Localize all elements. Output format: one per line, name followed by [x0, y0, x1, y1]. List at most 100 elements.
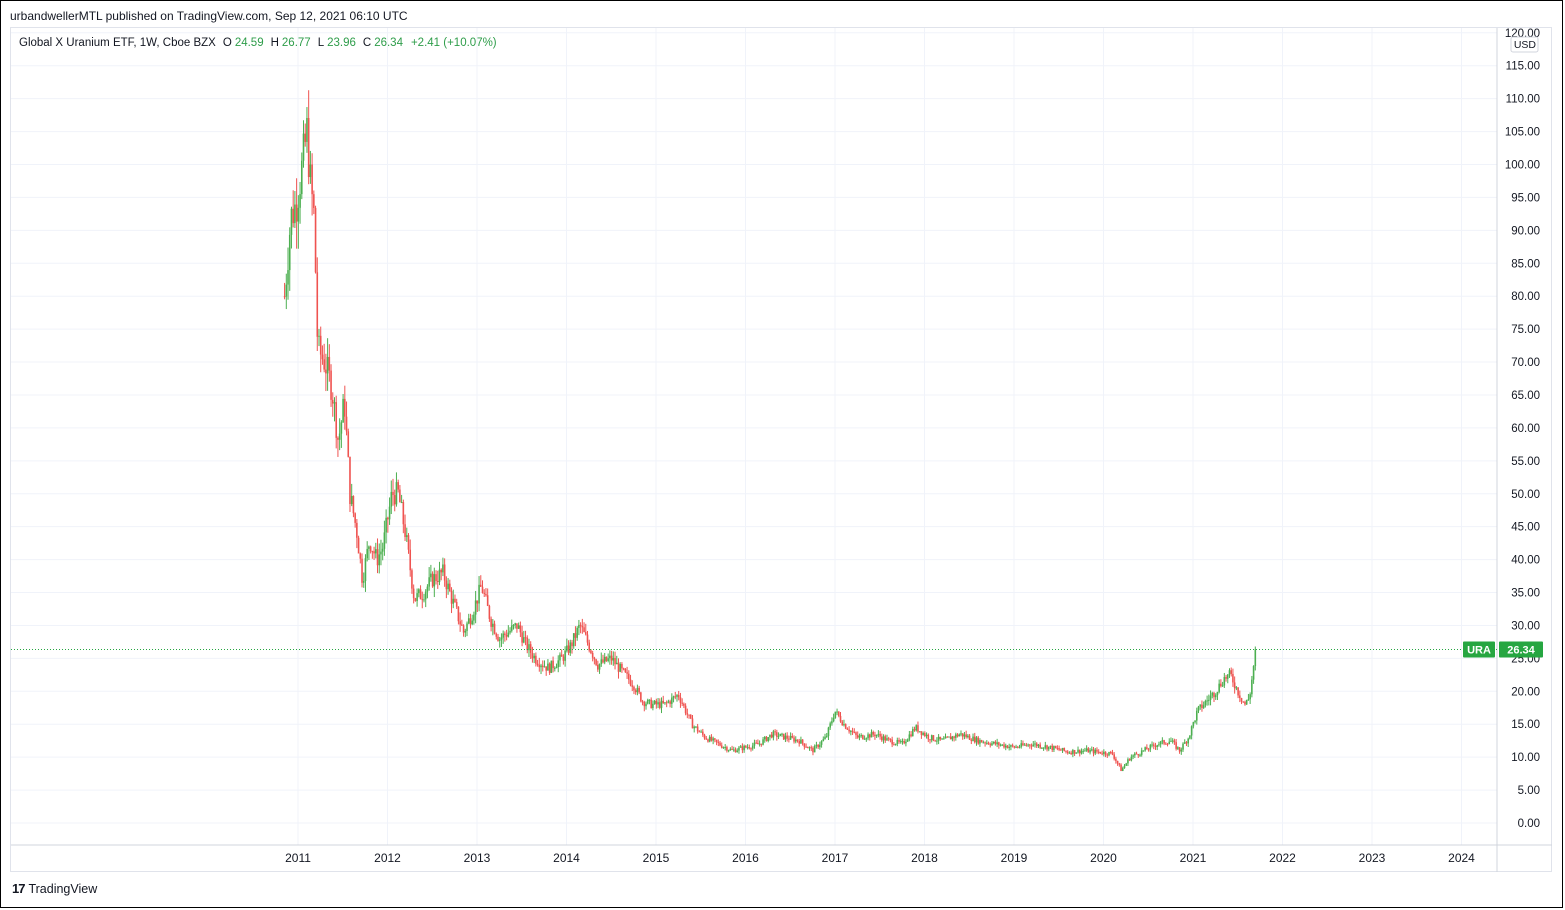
- candle-body: [350, 496, 353, 505]
- candle-body: [533, 655, 535, 659]
- candle-body: [469, 618, 472, 625]
- candle-body: [416, 593, 418, 602]
- candle-body: [631, 685, 634, 687]
- candle-body: [504, 633, 506, 636]
- candle-body: [837, 711, 840, 716]
- candle-body: [707, 739, 709, 742]
- candle-body: [856, 735, 859, 738]
- candle-body: [514, 623, 517, 626]
- candle-body: [789, 736, 792, 740]
- candle-body: [516, 623, 518, 629]
- candle-body: [977, 737, 979, 744]
- candle-body: [1149, 744, 1152, 750]
- candle-body: [505, 635, 508, 637]
- candle-body: [1237, 687, 1239, 696]
- tradingview-footer[interactable]: 17 TradingView: [12, 881, 97, 896]
- candle-body: [490, 618, 492, 627]
- tradingview-brand: TradingView: [28, 881, 98, 896]
- candle-body: [1216, 691, 1219, 696]
- candle-body: [1011, 745, 1014, 747]
- candle-body: [626, 672, 628, 674]
- candle-body: [290, 208, 293, 235]
- candle-body: [1247, 699, 1250, 701]
- candle-body: [473, 614, 475, 621]
- candle-body: [402, 502, 405, 525]
- candle-body: [540, 665, 542, 668]
- x-tick-label: 2012: [374, 851, 401, 865]
- candle-body: [961, 733, 964, 737]
- candle-body: [868, 734, 871, 738]
- candle-body: [975, 737, 978, 743]
- candle-body: [736, 750, 739, 753]
- candle-body: [906, 739, 909, 742]
- candle-body: [1096, 749, 1098, 752]
- candle-body: [1121, 768, 1124, 771]
- candle-body: [461, 624, 463, 626]
- x-tick-label: 2023: [1359, 851, 1386, 865]
- candle-body: [452, 598, 455, 604]
- candle-body: [1039, 744, 1041, 748]
- candle-body: [729, 748, 732, 751]
- candle-body: [963, 734, 966, 737]
- candle-body: [622, 668, 625, 670]
- chart-area[interactable]: [10, 27, 1552, 872]
- candle-body: [1240, 698, 1243, 702]
- symbol-legend: Global X Uranium ETF, 1W, Cboe BZX O 24.5…: [19, 37, 497, 49]
- candle-body: [731, 748, 733, 750]
- candle-body: [1008, 746, 1010, 749]
- candle-body: [629, 679, 632, 686]
- y-tick-label: 35.00: [1511, 588, 1540, 600]
- candle-body: [1158, 744, 1160, 746]
- candle-body: [586, 634, 589, 643]
- candle-body: [813, 745, 816, 753]
- candle-body: [812, 747, 814, 753]
- candle-body: [359, 553, 362, 559]
- candle-body: [853, 732, 856, 734]
- candle-body: [510, 625, 513, 631]
- candle-body: [548, 663, 551, 673]
- candle-body: [576, 627, 578, 638]
- candle-body: [827, 727, 830, 737]
- candle-body: [732, 749, 735, 751]
- candle-body: [344, 398, 346, 417]
- candle-body: [879, 733, 881, 737]
- candle-body: [462, 625, 465, 633]
- candle-body: [1070, 752, 1072, 755]
- candle-body: [698, 731, 701, 733]
- candle-body: [1163, 740, 1165, 744]
- candle-body: [1189, 735, 1191, 739]
- candle-body: [314, 207, 317, 273]
- candle-body: [449, 583, 451, 592]
- candle-body: [619, 663, 621, 672]
- candle-body: [762, 739, 764, 745]
- candle-body: [431, 573, 434, 587]
- candle-body: [748, 747, 751, 749]
- y-tick-label: 85.00: [1511, 258, 1540, 270]
- candle-body: [1228, 670, 1231, 675]
- candle-body: [956, 734, 959, 737]
- candle-body: [1135, 753, 1138, 755]
- candle-body: [481, 586, 484, 593]
- candle-body: [349, 456, 351, 505]
- candle-body: [1214, 695, 1217, 698]
- candle-body: [984, 742, 986, 744]
- candle-body: [831, 721, 833, 724]
- candle-body: [1073, 750, 1076, 754]
- candle-body: [634, 690, 637, 693]
- candle-body: [1001, 744, 1004, 746]
- candle-body: [650, 699, 652, 709]
- candle-body: [374, 549, 377, 554]
- candle-body: [418, 589, 420, 594]
- candle-body: [982, 742, 985, 744]
- candle-body: [1156, 745, 1158, 747]
- candle-body: [584, 632, 587, 635]
- candle-body: [414, 598, 417, 602]
- candle-body: [1195, 710, 1198, 721]
- candle-body: [739, 746, 742, 748]
- candle-body: [980, 740, 983, 743]
- candle-body: [1103, 751, 1105, 755]
- candle-body: [603, 656, 606, 663]
- x-tick-label: 2021: [1180, 851, 1207, 865]
- candle-body: [1140, 750, 1143, 755]
